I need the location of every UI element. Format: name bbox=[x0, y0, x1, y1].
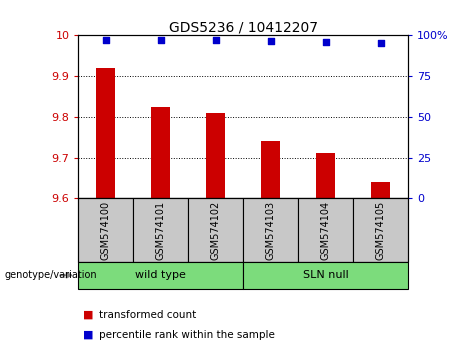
Text: GSM574103: GSM574103 bbox=[266, 200, 276, 260]
Text: GSM574104: GSM574104 bbox=[320, 200, 331, 260]
Bar bbox=[78, 262, 243, 289]
Bar bbox=[243, 262, 408, 289]
Text: GSM574105: GSM574105 bbox=[376, 200, 385, 260]
Text: genotype/variation: genotype/variation bbox=[5, 270, 97, 280]
Text: ■: ■ bbox=[83, 330, 94, 339]
Text: ■: ■ bbox=[83, 310, 94, 320]
Bar bbox=[188, 198, 243, 262]
Point bbox=[212, 38, 219, 43]
Title: GDS5236 / 10412207: GDS5236 / 10412207 bbox=[169, 20, 318, 34]
Bar bbox=[316, 153, 335, 198]
Bar bbox=[206, 113, 225, 198]
Bar bbox=[353, 198, 408, 262]
Text: GSM574100: GSM574100 bbox=[101, 200, 111, 260]
Bar bbox=[243, 198, 298, 262]
Bar bbox=[151, 107, 171, 198]
Text: SLN null: SLN null bbox=[303, 270, 349, 280]
Point bbox=[157, 38, 165, 43]
Point bbox=[377, 40, 384, 46]
Point bbox=[102, 38, 110, 43]
Bar bbox=[298, 198, 353, 262]
Bar bbox=[78, 198, 133, 262]
Point bbox=[267, 38, 274, 44]
Bar bbox=[133, 198, 188, 262]
Bar bbox=[371, 182, 390, 198]
Text: GSM574101: GSM574101 bbox=[156, 200, 166, 260]
Bar bbox=[96, 68, 115, 198]
Text: percentile rank within the sample: percentile rank within the sample bbox=[99, 330, 275, 339]
Text: transformed count: transformed count bbox=[99, 310, 196, 320]
Bar bbox=[261, 141, 280, 198]
Point bbox=[322, 39, 329, 45]
Text: GSM574102: GSM574102 bbox=[211, 200, 221, 260]
Text: wild type: wild type bbox=[136, 270, 186, 280]
